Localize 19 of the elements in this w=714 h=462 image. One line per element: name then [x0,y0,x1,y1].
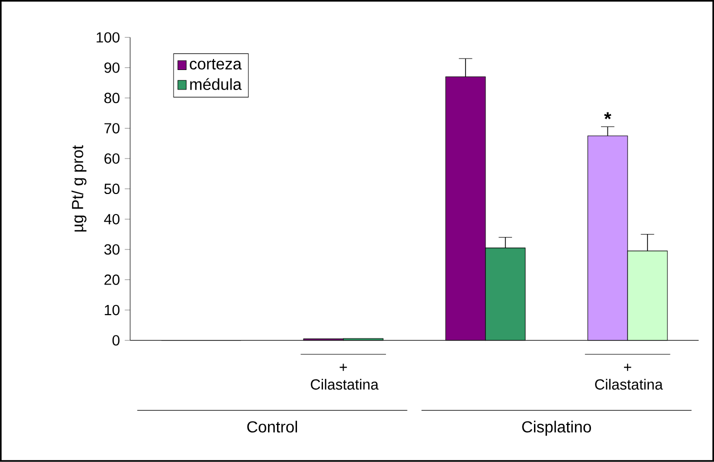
text: Cisplatino [522,420,591,436]
y-axis-title: µg Pt/ g prot [71,145,86,232]
y-tick-label: 40 [104,214,120,224]
y-tick-label: 0 [112,335,120,346]
x-tick-label: + Cilastatina [595,364,663,390]
y-tick-label: 70 [104,123,120,134]
text: Control [247,420,297,433]
legend-label: médula [190,78,242,90]
x-tick-label: + Cilastatina [310,364,379,390]
y-tick-label: 80 [104,92,120,104]
annotation: * [604,112,612,120]
y-tick-label: 90 [104,62,120,73]
y-tick-label: 60 [104,153,120,164]
y-tick-label: 10 [104,304,120,316]
y-tick-label: 50 [104,184,120,194]
y-tick-label: 30 [104,244,120,255]
y-tick-label: 20 [104,274,120,286]
y-tick-label: 100 [96,32,120,43]
legend-label: corteza [190,59,242,70]
